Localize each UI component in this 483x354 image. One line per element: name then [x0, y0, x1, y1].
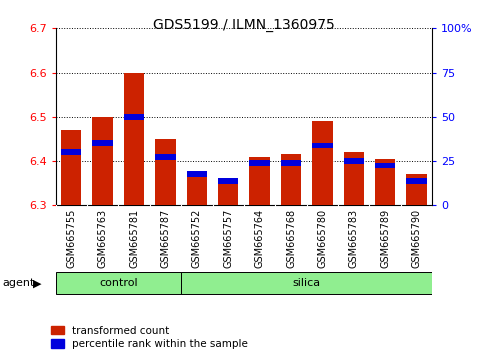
Bar	[155, 139, 176, 205]
Bar	[343, 152, 364, 205]
Bar	[218, 178, 239, 184]
Text: GSM665752: GSM665752	[192, 209, 202, 268]
Text: GSM665783: GSM665783	[349, 209, 359, 268]
Text: silica: silica	[293, 278, 321, 288]
Bar	[281, 160, 301, 166]
Text: GSM665789: GSM665789	[380, 209, 390, 268]
Bar	[218, 179, 239, 205]
Bar	[181, 272, 432, 295]
Text: GSM665763: GSM665763	[98, 209, 108, 268]
Bar	[375, 159, 396, 205]
Text: GSM665790: GSM665790	[412, 209, 422, 268]
Bar	[56, 272, 181, 295]
Bar	[186, 171, 207, 177]
Text: GSM665781: GSM665781	[129, 209, 139, 268]
Bar	[249, 160, 270, 166]
Bar	[61, 149, 82, 155]
Bar	[281, 154, 301, 205]
Text: GSM665787: GSM665787	[160, 209, 170, 268]
Text: GSM665780: GSM665780	[317, 209, 327, 268]
Bar	[92, 141, 113, 146]
Text: ▶: ▶	[33, 278, 42, 288]
Text: GSM665755: GSM665755	[66, 209, 76, 268]
Bar	[343, 158, 364, 164]
Bar	[249, 157, 270, 205]
Bar	[186, 175, 207, 205]
Text: GSM665764: GSM665764	[255, 209, 265, 268]
Text: GSM665768: GSM665768	[286, 209, 296, 268]
Text: GSM665757: GSM665757	[223, 209, 233, 268]
Bar	[155, 154, 176, 160]
Bar	[124, 73, 144, 205]
Bar	[375, 162, 396, 169]
Text: agent: agent	[2, 278, 35, 288]
Bar	[61, 130, 82, 205]
Bar	[406, 175, 427, 205]
Legend: transformed count, percentile rank within the sample: transformed count, percentile rank withi…	[51, 326, 248, 349]
Text: GDS5199 / ILMN_1360975: GDS5199 / ILMN_1360975	[153, 18, 335, 32]
Bar	[406, 178, 427, 184]
Bar	[312, 143, 333, 148]
Bar	[92, 117, 113, 205]
Bar	[312, 121, 333, 205]
Text: control: control	[99, 278, 138, 288]
Bar	[124, 114, 144, 120]
